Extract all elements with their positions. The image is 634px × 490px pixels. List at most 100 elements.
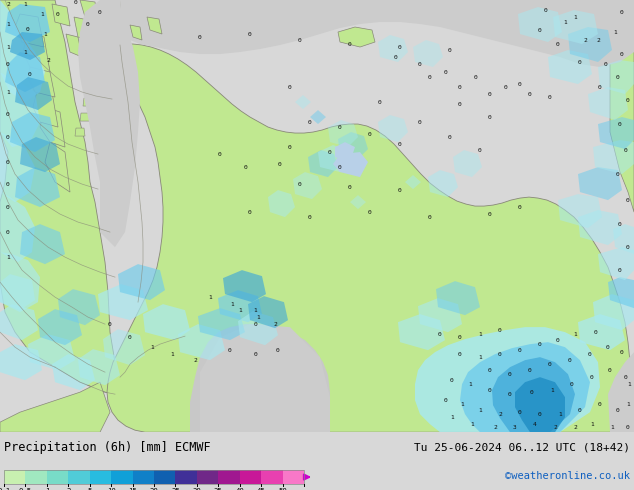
Text: 40: 40 <box>235 488 244 490</box>
Text: 0: 0 <box>593 330 597 335</box>
Text: 0: 0 <box>618 122 622 126</box>
Text: 1: 1 <box>468 382 472 387</box>
Polygon shape <box>398 314 445 350</box>
Text: 0: 0 <box>548 362 552 367</box>
Text: 0: 0 <box>398 142 402 147</box>
Polygon shape <box>15 14 44 47</box>
Text: 1: 1 <box>253 308 257 313</box>
Polygon shape <box>598 247 634 280</box>
Text: 0: 0 <box>6 135 10 140</box>
Text: 45: 45 <box>257 488 266 490</box>
Bar <box>240 470 261 484</box>
Polygon shape <box>413 40 443 67</box>
Bar <box>218 470 240 484</box>
Text: 5: 5 <box>87 488 92 490</box>
Text: 0: 0 <box>308 120 312 124</box>
Text: 0: 0 <box>626 425 630 430</box>
Polygon shape <box>143 304 190 340</box>
Polygon shape <box>460 342 590 432</box>
Polygon shape <box>436 281 480 315</box>
Text: 0: 0 <box>608 368 612 373</box>
Text: 0: 0 <box>428 74 432 79</box>
Polygon shape <box>218 290 262 322</box>
Text: 0.5: 0.5 <box>19 488 32 490</box>
Text: 1: 1 <box>256 315 260 319</box>
Text: 0: 0 <box>488 92 492 97</box>
Text: 0: 0 <box>368 210 372 215</box>
Text: 0: 0 <box>458 85 462 90</box>
Text: 3: 3 <box>513 425 517 430</box>
Text: 1: 1 <box>478 332 482 337</box>
Text: 0: 0 <box>338 124 342 129</box>
Text: 0: 0 <box>488 388 492 392</box>
Polygon shape <box>0 274 35 310</box>
Polygon shape <box>80 113 90 121</box>
Text: 0: 0 <box>248 210 252 215</box>
Polygon shape <box>578 210 622 245</box>
Text: 0: 0 <box>488 115 492 120</box>
Text: 0: 0 <box>528 368 532 373</box>
Text: 1: 1 <box>6 90 10 95</box>
Polygon shape <box>515 377 565 432</box>
Polygon shape <box>120 48 130 56</box>
Text: 1: 1 <box>43 31 47 37</box>
Text: 1: 1 <box>150 344 154 350</box>
Text: 1: 1 <box>613 29 617 34</box>
Polygon shape <box>5 52 45 92</box>
Text: 0: 0 <box>626 98 630 102</box>
Polygon shape <box>74 17 92 42</box>
Text: 0: 0 <box>198 34 202 40</box>
Text: 2: 2 <box>573 425 577 430</box>
Polygon shape <box>578 314 625 350</box>
Text: 0: 0 <box>616 408 620 413</box>
Polygon shape <box>178 324 225 360</box>
Text: 0: 0 <box>6 205 10 210</box>
Polygon shape <box>83 98 93 106</box>
Text: 2: 2 <box>46 57 50 63</box>
Polygon shape <box>78 0 140 247</box>
Polygon shape <box>98 284 148 320</box>
Polygon shape <box>350 195 366 209</box>
Text: 0: 0 <box>488 368 492 373</box>
Text: 1: 1 <box>610 425 614 430</box>
Text: 15: 15 <box>128 488 137 490</box>
Bar <box>133 470 154 484</box>
Text: 1: 1 <box>6 45 10 49</box>
Text: 0: 0 <box>288 145 292 149</box>
Text: 0: 0 <box>308 215 312 220</box>
Polygon shape <box>78 349 120 385</box>
Text: 0: 0 <box>6 230 10 235</box>
Text: 0: 0 <box>616 172 620 176</box>
Polygon shape <box>75 128 85 136</box>
Polygon shape <box>40 107 65 147</box>
Text: 0: 0 <box>578 59 582 65</box>
Text: 0: 0 <box>228 347 232 353</box>
Text: 0: 0 <box>618 221 622 226</box>
Text: 1: 1 <box>573 15 577 20</box>
Polygon shape <box>15 77 52 110</box>
Polygon shape <box>58 289 100 325</box>
Text: 0: 0 <box>618 268 622 272</box>
Text: 2: 2 <box>273 321 277 327</box>
Bar <box>176 470 197 484</box>
Polygon shape <box>308 150 338 177</box>
Polygon shape <box>80 0 98 21</box>
Polygon shape <box>107 0 632 432</box>
Text: 2: 2 <box>493 425 497 430</box>
Text: 1: 1 <box>590 422 594 427</box>
Text: 0: 0 <box>556 338 560 343</box>
Text: 2: 2 <box>6 1 10 6</box>
Polygon shape <box>480 0 540 4</box>
Polygon shape <box>0 344 42 380</box>
Polygon shape <box>588 87 628 120</box>
Text: 35: 35 <box>214 488 223 490</box>
Text: 0: 0 <box>623 147 627 152</box>
Bar <box>47 470 68 484</box>
Text: 0: 0 <box>620 350 624 355</box>
Text: 2: 2 <box>66 488 70 490</box>
Text: 30: 30 <box>193 488 201 490</box>
Polygon shape <box>558 194 602 228</box>
Polygon shape <box>613 224 634 254</box>
Text: 1: 1 <box>23 49 27 54</box>
Text: 0: 0 <box>458 335 462 340</box>
